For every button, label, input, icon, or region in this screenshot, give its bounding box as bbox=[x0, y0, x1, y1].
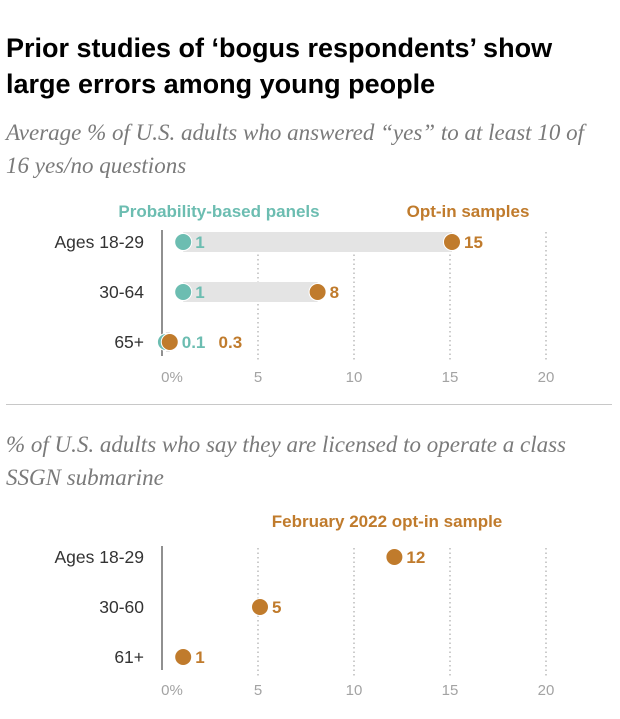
chart2-subtitle: % of U.S. adults who say they are licens… bbox=[6, 432, 567, 490]
chart2-value-label: 5 bbox=[272, 598, 281, 617]
chart2-value-label: 1 bbox=[195, 648, 204, 667]
chart1-dot bbox=[160, 333, 179, 351]
chart1-value-label: 1 bbox=[195, 283, 204, 302]
chart2-dot bbox=[385, 548, 404, 566]
chart1-category-label: Ages 18-29 bbox=[54, 232, 144, 252]
chart1-tick-label: 10 bbox=[346, 369, 363, 386]
chart1-subtitle: Average % of U.S. adults who answered “y… bbox=[6, 120, 584, 178]
chart2-value-label: 12 bbox=[406, 548, 425, 567]
chart2-tick-label: 5 bbox=[254, 682, 262, 699]
chart1-value-label: 0.3 bbox=[219, 333, 243, 352]
chart1-dot bbox=[308, 283, 327, 301]
chart1-tick-label: 15 bbox=[442, 369, 459, 386]
chart1-value-label: 1 bbox=[195, 233, 204, 252]
chart-title: Prior studies of ‘bogus respondents’ sho… bbox=[6, 33, 553, 99]
chart1-range-bar bbox=[183, 232, 452, 252]
chart2-dot bbox=[174, 648, 193, 666]
section-divider bbox=[6, 404, 612, 405]
chart1-tick-label: 5 bbox=[254, 369, 262, 386]
chart2-legend-label: February 2022 opt-in sample bbox=[272, 512, 503, 531]
chart2-tick-label: 0% bbox=[161, 682, 183, 699]
chart2-tick-label: 10 bbox=[346, 682, 363, 699]
chart1-value-label: 0.1 bbox=[182, 333, 206, 352]
chart2-tick-label: 15 bbox=[442, 682, 459, 699]
chart1-legend-label: Opt-in samples bbox=[407, 202, 530, 221]
chart2-dot bbox=[251, 598, 269, 616]
chart1-dot bbox=[174, 233, 193, 251]
chart1-dot bbox=[174, 283, 193, 301]
chart1-range-bar bbox=[183, 282, 318, 302]
chart1-legend-label: Probability-based panels bbox=[118, 202, 319, 221]
chart1-value-label: 8 bbox=[330, 283, 339, 302]
chart1-category-label: 65+ bbox=[114, 332, 144, 352]
chart2-category-label: 61+ bbox=[114, 647, 144, 667]
chart2-category-label: Ages 18-29 bbox=[54, 547, 144, 567]
chart1-value-label: 15 bbox=[464, 233, 483, 252]
chart1-dot bbox=[443, 233, 461, 251]
chart1-category-label: 30-64 bbox=[99, 282, 144, 302]
chart2-category-label: 30-60 bbox=[99, 597, 144, 617]
chart1-tick-label: 0% bbox=[161, 369, 183, 386]
chart2-tick-label: 20 bbox=[538, 682, 555, 699]
chart1-tick-label: 20 bbox=[538, 369, 555, 386]
